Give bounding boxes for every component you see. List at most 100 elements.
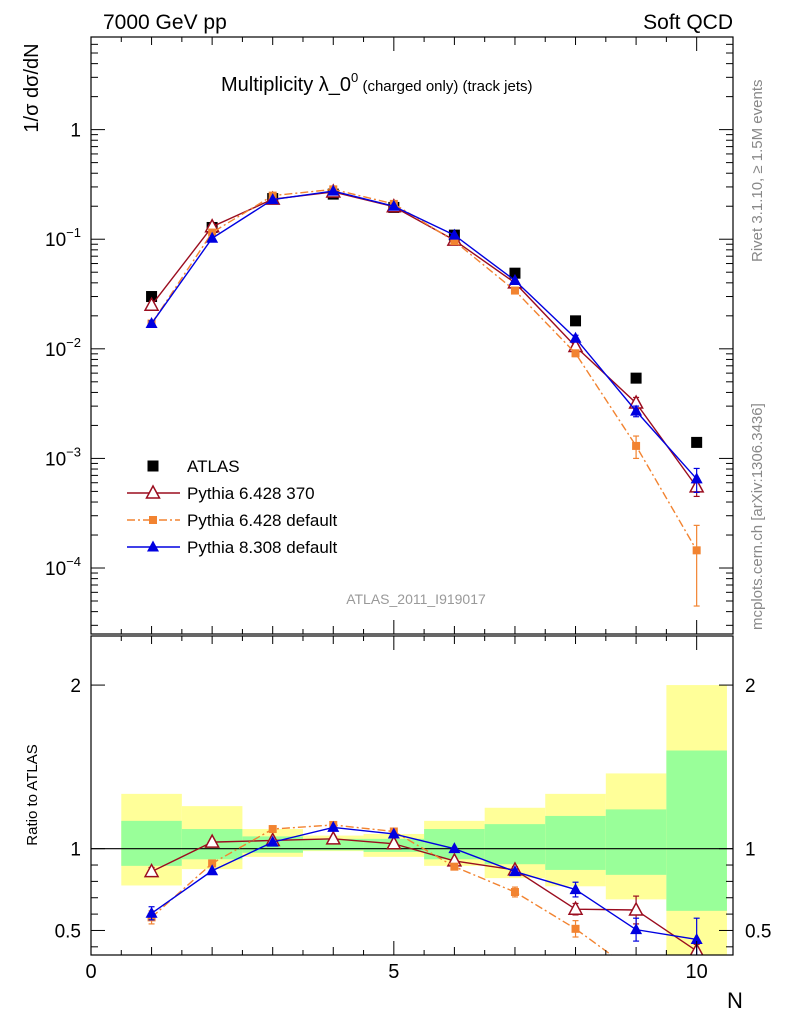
legend: ATLAS Pythia 6.428 370 Pythia 6.428 defaul… <box>127 457 338 557</box>
ratio-y-tick-label: 2 <box>70 676 81 697</box>
legend-label: Pythia 6.428 370 <box>187 484 315 503</box>
ratio-point <box>508 865 521 877</box>
main-point <box>692 546 701 555</box>
y-tick-label-base: 10 <box>45 230 66 251</box>
ratio-point <box>143 862 160 878</box>
ratio-point <box>628 901 644 916</box>
ratio-point <box>510 888 519 897</box>
stat-uncertainty-band <box>545 815 606 870</box>
main-point <box>327 184 340 196</box>
stat-uncertainty-band <box>605 809 667 875</box>
main-point <box>630 372 642 384</box>
y-tick-label-exp: −1 <box>66 225 81 240</box>
ratio-point <box>693 992 701 1000</box>
ratio-y-tick-label: 1 <box>70 840 81 861</box>
ratio-ylabel: Ratio to ATLAS <box>24 744 41 845</box>
main-point <box>630 404 643 416</box>
stat-uncertainty-band <box>484 824 546 865</box>
main-series-line <box>150 190 698 480</box>
main-point <box>448 228 461 240</box>
y-tick-label: 10−2 <box>45 335 81 361</box>
main-point <box>206 231 219 243</box>
main-point <box>510 286 519 295</box>
ratio-point <box>630 923 643 935</box>
header-right: Soft QCD <box>643 11 733 34</box>
main-series-line <box>150 188 698 551</box>
main-series-3 <box>145 184 703 493</box>
ratio-point <box>448 842 461 854</box>
main-point <box>266 193 279 205</box>
y-tick-label-exp: −4 <box>66 554 81 569</box>
chart-title-sup: 0 <box>351 70 358 85</box>
x-tick-label: 10 <box>686 961 708 983</box>
ratio-point <box>450 862 459 871</box>
y-tick-label: 10−4 <box>45 554 81 580</box>
legend-label: Pythia 8.308 default <box>187 538 338 557</box>
main-point <box>387 199 400 211</box>
x-tick-label: 0 <box>85 961 96 983</box>
ratio-point <box>206 864 219 876</box>
ratio-point <box>266 835 279 847</box>
main-frame <box>90 36 734 635</box>
main-point <box>508 274 521 286</box>
legend-marker <box>145 484 161 499</box>
ratio-y-tick-label-right: 2 <box>745 676 756 697</box>
ratio-ticks <box>90 636 733 955</box>
chart-title-small: (charged only) (track jets) <box>358 78 532 95</box>
ratio-series-line <box>151 826 697 941</box>
rivet-label: Rivet 3.1.10, ≥ 1.5M events <box>749 80 766 263</box>
x-axis-label: N <box>727 988 743 1013</box>
legend-marker <box>149 516 157 524</box>
ratio-point <box>387 827 400 839</box>
mcplots-label: mcplots.cern.ch [arXiv:1306.3436] <box>749 403 766 630</box>
ratio-y-tick-label-right: 1 <box>745 840 756 861</box>
ratio-y-tick-label-right: 0.5 <box>745 921 771 942</box>
legend-marker <box>147 540 159 552</box>
stat-uncertainty-band <box>666 750 727 911</box>
main-point <box>450 237 459 246</box>
main-series-line <box>151 191 698 488</box>
main-tick-labels: 110−110−210−310−4 <box>45 121 81 580</box>
analysis-watermark: ATLAS_2011_I919017 <box>346 591 486 607</box>
chart-title-main: Multiplicity λ_0 <box>221 74 351 96</box>
main-point <box>146 291 158 303</box>
main-point <box>632 441 641 450</box>
ratio-point <box>386 835 402 850</box>
legend-entry-2: Pythia 6.428 default <box>127 511 338 530</box>
main-point <box>690 472 703 484</box>
main-point <box>691 436 703 448</box>
ratio-point <box>690 932 703 944</box>
main-point <box>143 296 160 311</box>
ratio-series-2 <box>145 820 703 955</box>
main-ylabel: 1/σ dσ/dN <box>21 43 43 132</box>
main-point <box>509 267 521 279</box>
legend-label: Pythia 6.428 default <box>187 511 338 530</box>
legend-entry-1: Pythia 6.428 370 <box>127 484 315 503</box>
header-left: 7000 GeV pp <box>103 11 227 34</box>
y-tick-label: 10−3 <box>45 444 81 470</box>
legend-entry-3: Pythia 8.308 default <box>127 538 338 557</box>
ratio-point <box>327 820 340 832</box>
ratio-point <box>204 833 220 848</box>
main-point <box>570 315 582 327</box>
ratio-point <box>268 825 277 834</box>
y-tick-label-base: 10 <box>45 449 66 470</box>
y-tick-label-exp: −2 <box>66 335 81 350</box>
ratio-frame <box>90 635 734 956</box>
legend-label: ATLAS <box>187 457 240 476</box>
ratio-point <box>145 906 158 918</box>
main-point <box>571 349 580 358</box>
ratio-point <box>632 969 640 977</box>
ratio-tick-labels: 0.5 0.5 1 1 2 2 0 5 10 <box>55 676 772 983</box>
y-tick-label-base: 10 <box>45 340 66 361</box>
ratio-panel: 0.5 0.5 1 1 2 2 0 5 10 Ratio to ATLAS N <box>24 635 772 1013</box>
ratio-point <box>325 830 342 845</box>
ratio-point <box>567 900 584 915</box>
x-tick-label: 5 <box>388 961 399 983</box>
main-point <box>145 317 158 329</box>
chart-title: Multiplicity λ_00 (charged only) (track … <box>221 70 533 96</box>
ratio-point <box>569 883 582 895</box>
main-marks <box>143 183 705 607</box>
y-tick-label-base: 10 <box>45 559 66 580</box>
